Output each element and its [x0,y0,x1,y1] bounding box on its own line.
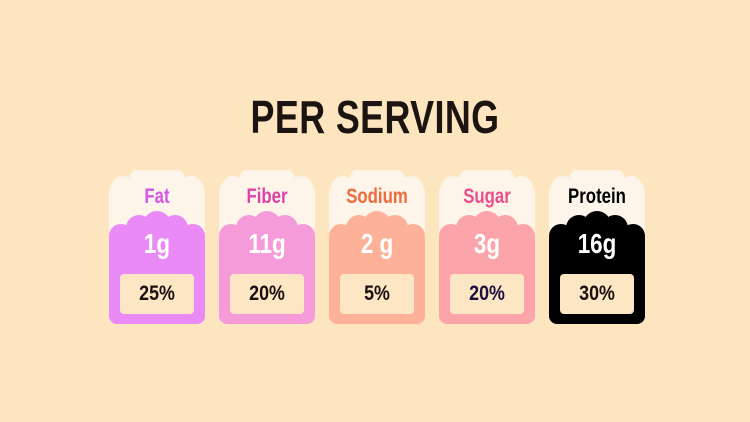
nutrient-amount: 3g [473,228,501,259]
nutrient-amount: 11g [248,228,286,259]
nutrient-amount: 2 g [360,228,394,259]
card-shape [219,170,315,324]
card-shape [329,170,425,324]
nutrient-label: Sodium [346,185,408,208]
title: PER SERVING [250,91,500,143]
nutrient-label: Fiber [246,185,288,208]
nutrient-percent: 25% [139,282,175,305]
nutrient-percent: 30% [579,282,615,305]
nutrient-card: Sodium 2 g 5% [329,170,425,324]
nutrient-card: Protein 16g 30% [549,170,645,324]
nutrient-amount: 16g [577,228,617,259]
nutrient-percent: 5% [364,282,390,305]
nutrient-amount: 1g [143,228,171,259]
nutrient-percent: 20% [249,282,285,305]
nutrient-card: Fat 1g 25% [109,170,205,324]
nutrient-card: Sugar 3g 20% [439,170,535,324]
nutrient-percent: 20% [469,282,505,305]
card-shape [439,170,535,324]
card-shape [549,170,645,324]
card-shape [109,170,205,324]
nutrient-label: Fat [144,185,170,208]
nutrient-label: Protein [568,185,626,208]
nutrient-card: Fiber 11g 20% [219,170,315,324]
nutrient-label: Sugar [463,185,511,208]
